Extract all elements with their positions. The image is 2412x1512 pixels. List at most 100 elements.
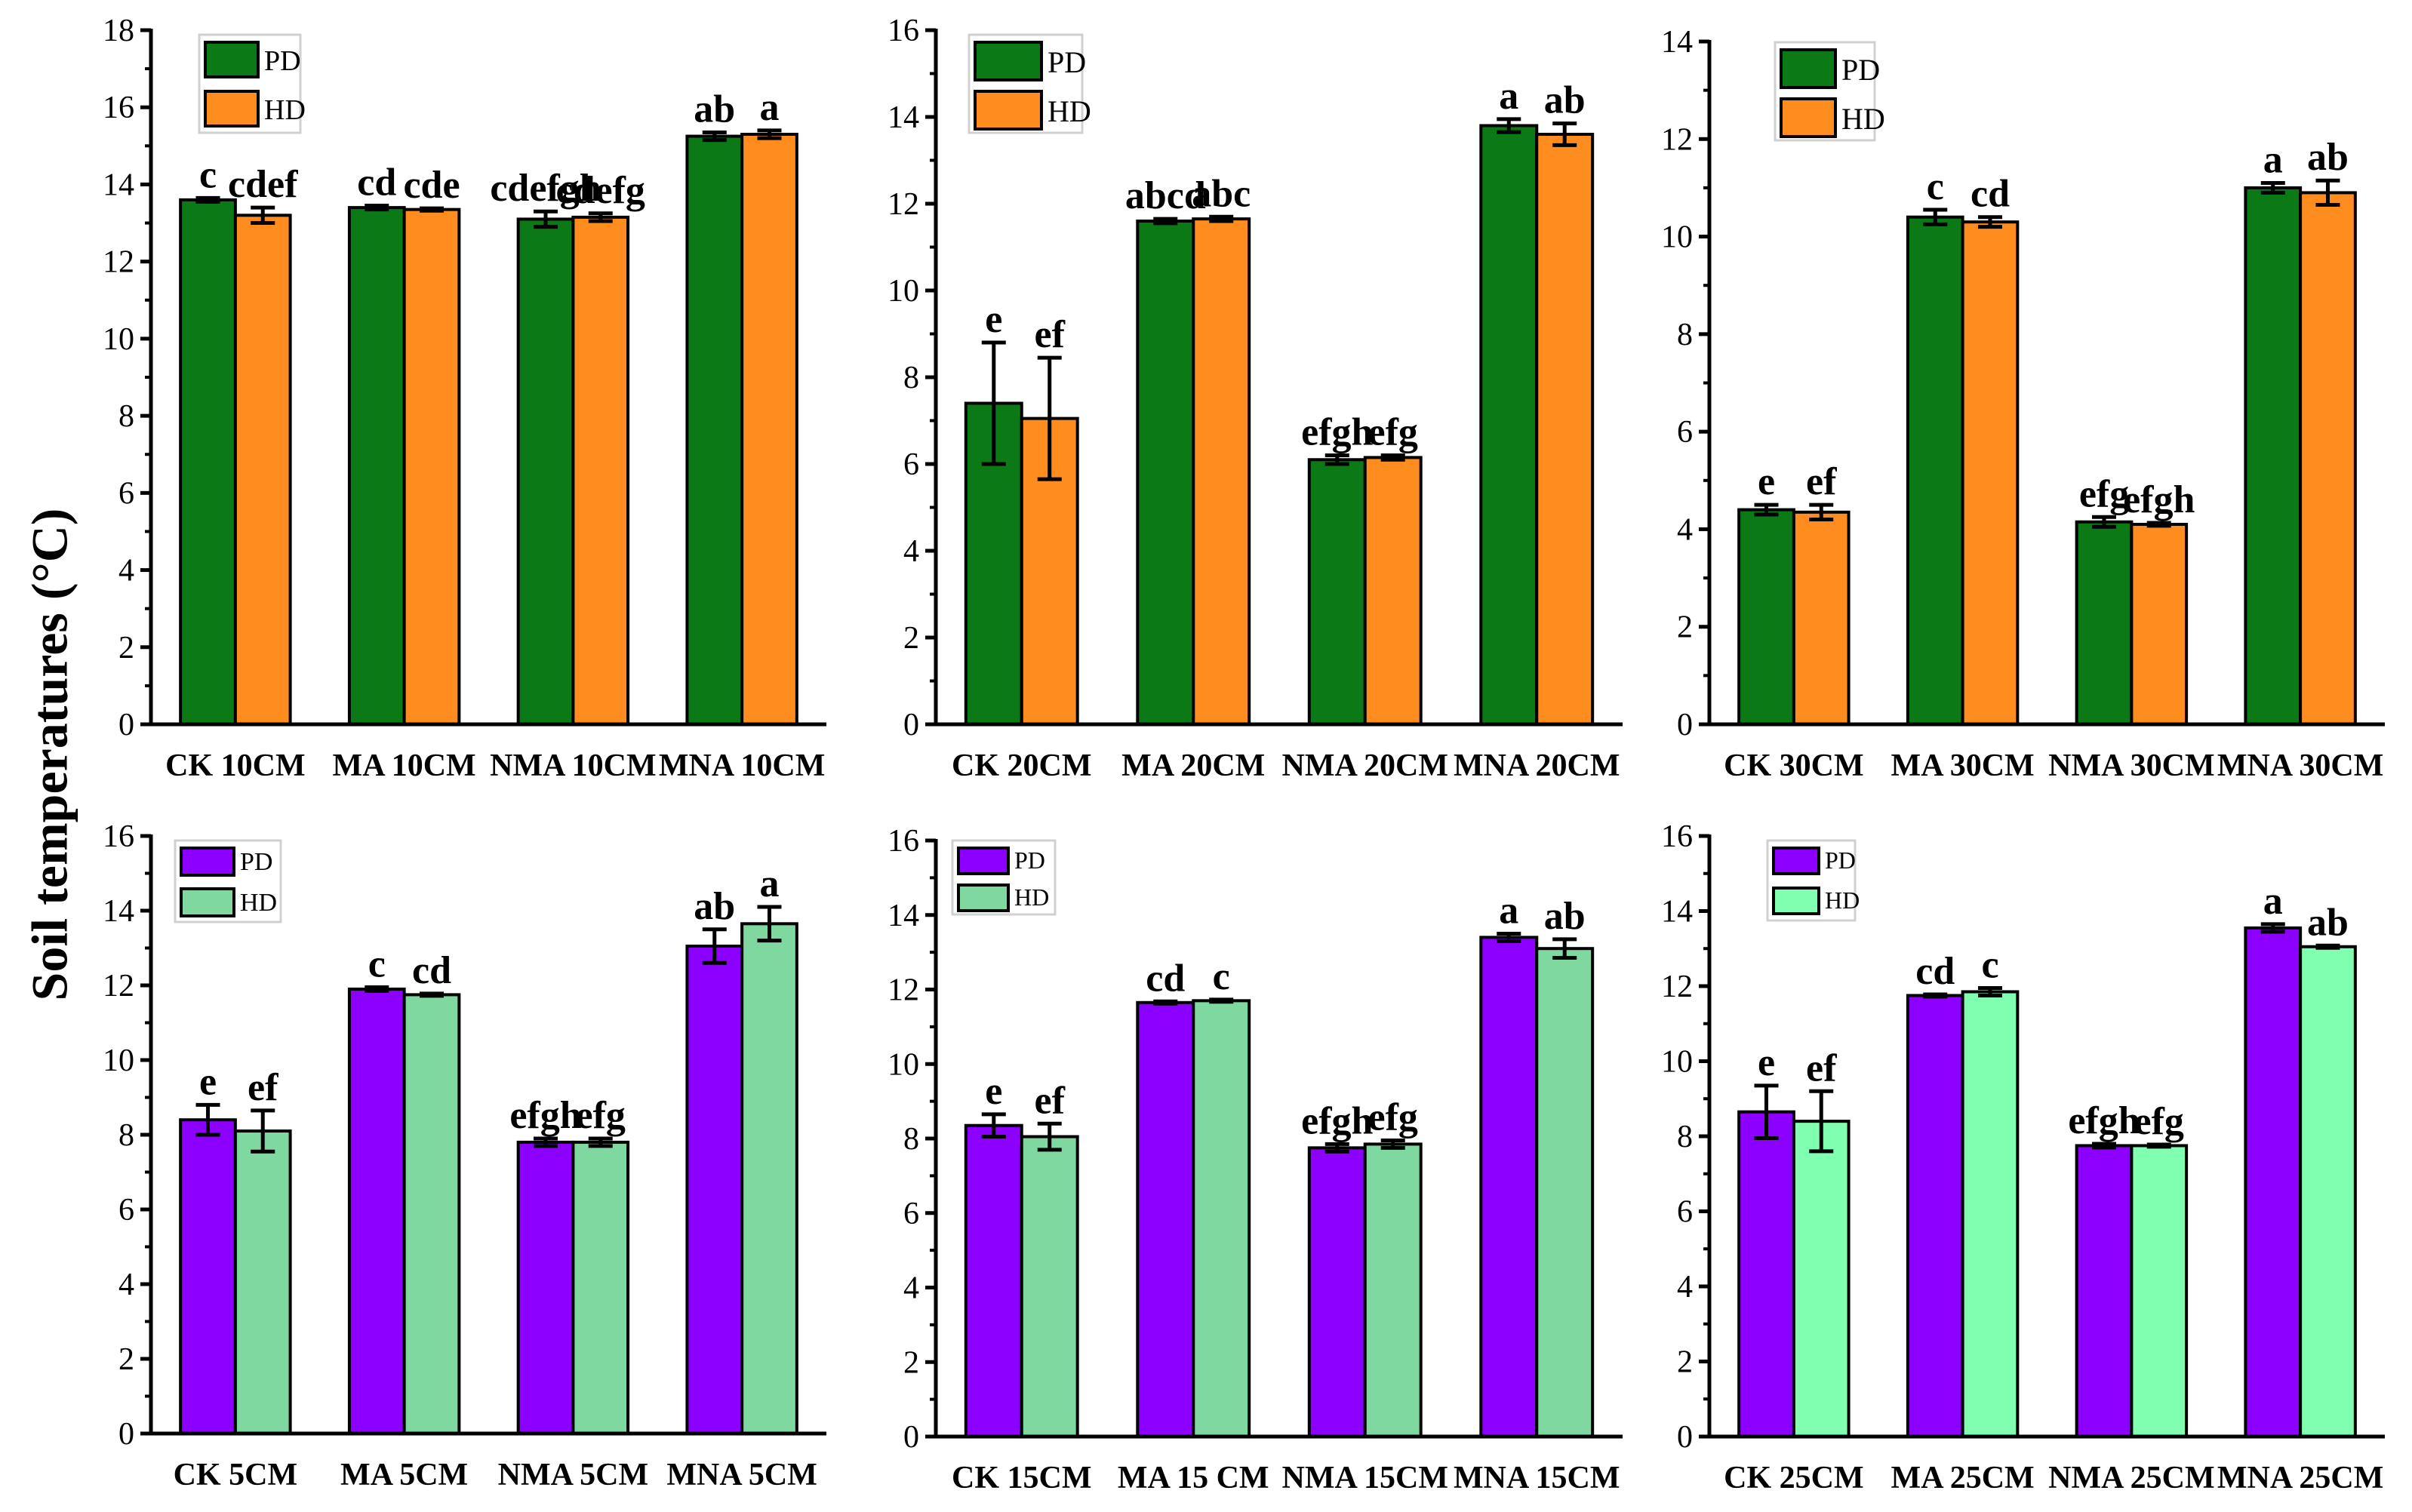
significance-label: cd bbox=[1915, 950, 1955, 993]
x-category-label: MA 15 CM bbox=[1118, 1461, 1269, 1495]
legend-swatch-hd bbox=[1780, 97, 1837, 138]
significance-label: ab bbox=[1544, 895, 1586, 938]
y-tick-label: 16 bbox=[103, 91, 134, 125]
y-tick-label: 0 bbox=[903, 1420, 919, 1455]
plot-group: 0 2 4 6 8 10 12 14 16 18 c cdef CK 10CM cd cde MA 10CM c… bbox=[103, 14, 826, 783]
x-category-label: MNA 5CM bbox=[666, 1458, 817, 1492]
y-tick-label: 6 bbox=[118, 1193, 134, 1228]
bar-pd bbox=[2075, 520, 2134, 726]
significance-label: a bbox=[2263, 880, 2283, 923]
significance-label: a bbox=[759, 862, 779, 905]
y-tick-label: 14 bbox=[103, 894, 134, 929]
legend-label: PD bbox=[1014, 847, 1045, 874]
significance-label: a bbox=[2263, 138, 2283, 181]
significance-label: efgh bbox=[2068, 1099, 2140, 1142]
bar-pd bbox=[1479, 936, 1539, 1438]
significance-label: abc bbox=[1192, 172, 1251, 215]
x-category-label: MA 10CM bbox=[333, 748, 476, 783]
y-tick-label: 10 bbox=[1661, 1045, 1693, 1080]
legend-label: HD bbox=[264, 94, 306, 126]
bar-hd bbox=[1961, 990, 2020, 1438]
chart-panel-25cm: 0 2 4 6 8 10 12 14 16 e ef CK 25CM cd c MA 25CM efghefg… bbox=[1661, 819, 2385, 1495]
legend-label: PD bbox=[1841, 53, 1880, 87]
significance-label: efg bbox=[2134, 1100, 2184, 1143]
y-tick-label: 8 bbox=[903, 1122, 919, 1157]
x-category-label: NMA 30CM bbox=[2048, 748, 2214, 783]
y-tick-label: 2 bbox=[118, 1342, 134, 1377]
y-tick-label: 0 bbox=[1677, 708, 1693, 742]
y-tick-label: 2 bbox=[1677, 1345, 1693, 1380]
y-tick-label: 0 bbox=[903, 708, 919, 742]
y-tick-label: 6 bbox=[903, 447, 919, 482]
bar-hd bbox=[1363, 1142, 1423, 1438]
legend-label: PD bbox=[1825, 847, 1856, 874]
bar-pd bbox=[1136, 220, 1195, 726]
legend-label: PD bbox=[240, 848, 272, 876]
x-category-label: MA 30CM bbox=[1891, 748, 2035, 783]
significance-label: ab bbox=[2307, 901, 2349, 944]
significance-label: cdef bbox=[228, 163, 298, 206]
y-tick-label: 14 bbox=[888, 100, 919, 135]
significance-label: ab bbox=[1544, 79, 1586, 122]
x-category-label: MNA 10CM bbox=[659, 748, 825, 783]
bar-hd bbox=[740, 133, 798, 726]
legend-swatch-pd bbox=[974, 41, 1043, 81]
y-tick-label: 10 bbox=[1661, 220, 1693, 255]
legend-label: PD bbox=[264, 45, 301, 77]
y-tick-label: 12 bbox=[1661, 122, 1693, 157]
bar-hd bbox=[2299, 945, 2357, 1438]
significance-label: ef bbox=[1806, 460, 1837, 503]
bar-pd bbox=[347, 206, 406, 727]
significance-label: e bbox=[985, 1070, 1002, 1113]
bar-hd bbox=[1961, 220, 2020, 726]
bar-pd bbox=[964, 1123, 1023, 1438]
bar-pd bbox=[1737, 508, 1795, 726]
y-tick-label: 4 bbox=[1677, 1270, 1693, 1305]
y-tick-label: 14 bbox=[1661, 25, 1693, 60]
bar-hd bbox=[571, 215, 630, 726]
significance-label: efgh bbox=[1301, 411, 1373, 454]
legend-swatch-pd bbox=[204, 41, 260, 78]
legend-label: PD bbox=[1048, 45, 1086, 79]
legend-label: HD bbox=[240, 889, 277, 917]
significance-label: cd bbox=[412, 949, 451, 992]
y-tick-label: 4 bbox=[1677, 512, 1693, 547]
x-category-label: MNA 20CM bbox=[1454, 748, 1620, 783]
x-category-label: CK 25CM bbox=[1724, 1461, 1863, 1495]
significance-label: efg bbox=[2079, 472, 2129, 515]
x-category-label: MA 20CM bbox=[1121, 748, 1265, 783]
x-category-label: NMA 20CM bbox=[1282, 748, 1448, 783]
significance-label: ef bbox=[1035, 313, 1066, 356]
significance-label: c bbox=[1927, 165, 1944, 208]
legend-swatch-hd bbox=[1772, 887, 1820, 915]
bar-pd bbox=[2075, 1144, 2134, 1438]
legend-swatch-hd bbox=[204, 90, 260, 128]
bar-pd bbox=[179, 1118, 237, 1435]
y-tick-label: 12 bbox=[103, 245, 134, 280]
bar-pd bbox=[1737, 1110, 1795, 1438]
legend-swatch-pd bbox=[180, 847, 235, 877]
bar-pd bbox=[516, 1140, 575, 1436]
x-category-label: MNA 15CM bbox=[1454, 1461, 1620, 1495]
x-category-label: MNA 25CM bbox=[2217, 1461, 2383, 1495]
bar-pd bbox=[2244, 926, 2303, 1438]
significance-label: ef bbox=[1035, 1079, 1066, 1122]
y-tick-label: 4 bbox=[118, 554, 134, 589]
y-tick-label: 10 bbox=[888, 1047, 919, 1082]
significance-label: ab bbox=[2307, 136, 2349, 179]
x-category-label: MNA 30CM bbox=[2217, 748, 2383, 783]
significance-label: cd bbox=[1146, 957, 1185, 1000]
bar-hd bbox=[1792, 510, 1851, 727]
y-tick-label: 12 bbox=[103, 969, 134, 1003]
y-tick-label: 6 bbox=[118, 476, 134, 511]
bar-hd bbox=[233, 214, 292, 727]
y-tick-label: 2 bbox=[903, 1345, 919, 1380]
significance-label: ef bbox=[1806, 1046, 1837, 1089]
y-tick-label: 16 bbox=[103, 819, 134, 854]
significance-label: cd bbox=[1971, 173, 2010, 216]
y-tick-label: 12 bbox=[888, 187, 919, 222]
